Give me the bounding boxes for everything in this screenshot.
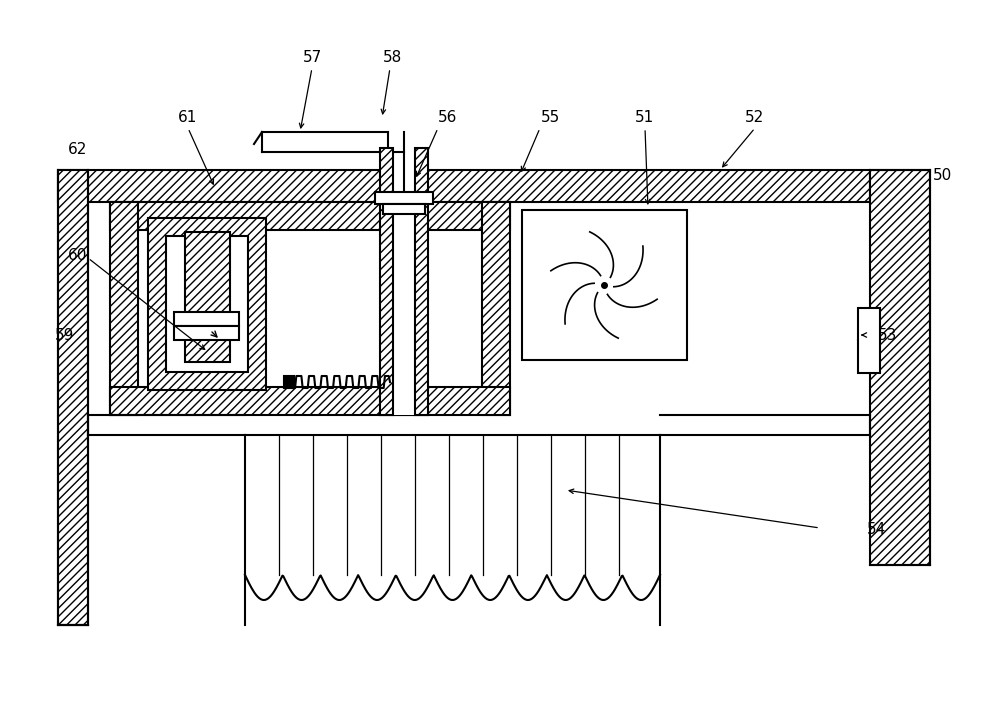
Text: 53: 53 xyxy=(878,328,898,343)
Bar xyxy=(148,218,266,390)
Bar xyxy=(58,170,870,202)
Bar xyxy=(284,376,294,388)
Text: 58: 58 xyxy=(383,50,403,65)
Bar xyxy=(185,232,230,362)
Text: 62: 62 xyxy=(68,142,88,158)
Bar xyxy=(110,202,138,415)
Bar xyxy=(870,170,930,565)
Text: 50: 50 xyxy=(932,168,952,183)
Bar xyxy=(522,210,687,360)
Bar xyxy=(415,148,428,415)
Text: 56: 56 xyxy=(438,110,458,126)
Bar xyxy=(110,202,510,230)
Bar xyxy=(858,308,880,373)
Text: 55: 55 xyxy=(540,110,560,126)
Bar xyxy=(380,148,393,415)
Bar xyxy=(375,192,433,204)
Text: 57: 57 xyxy=(302,50,322,65)
Bar xyxy=(393,148,415,415)
Text: 61: 61 xyxy=(178,110,198,126)
Bar xyxy=(383,204,425,214)
Bar xyxy=(58,170,88,625)
Text: 54: 54 xyxy=(867,523,887,538)
Bar xyxy=(482,202,510,415)
Bar xyxy=(174,326,239,340)
Bar xyxy=(166,236,248,372)
Bar xyxy=(138,230,482,387)
Bar xyxy=(174,312,239,326)
Text: 52: 52 xyxy=(745,110,765,126)
Text: 60: 60 xyxy=(68,247,88,262)
Text: 59: 59 xyxy=(55,328,75,343)
Text: 51: 51 xyxy=(635,110,655,126)
Bar xyxy=(110,387,510,415)
